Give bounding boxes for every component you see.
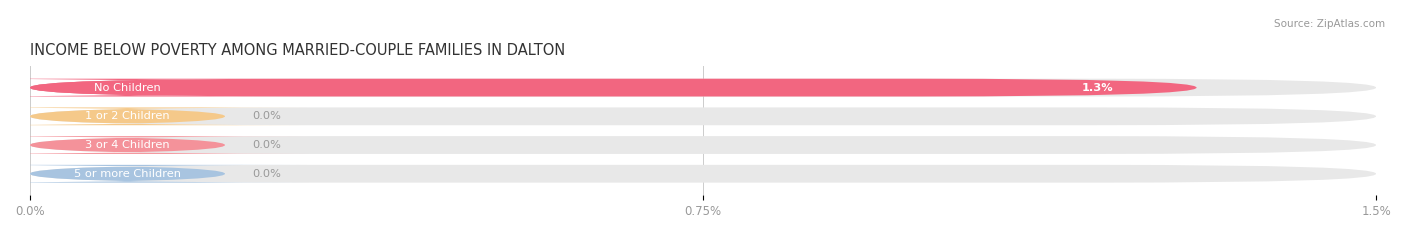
Text: 0.0%: 0.0% — [252, 140, 281, 150]
FancyBboxPatch shape — [0, 79, 308, 96]
Text: No Children: No Children — [94, 83, 160, 93]
FancyBboxPatch shape — [0, 136, 308, 154]
FancyBboxPatch shape — [30, 107, 1376, 125]
Text: 3 or 4 Children: 3 or 4 Children — [86, 140, 170, 150]
FancyBboxPatch shape — [30, 79, 1197, 96]
Text: Source: ZipAtlas.com: Source: ZipAtlas.com — [1274, 19, 1385, 29]
Text: 0.0%: 0.0% — [252, 169, 281, 179]
FancyBboxPatch shape — [0, 107, 308, 125]
FancyBboxPatch shape — [30, 165, 1376, 183]
Text: 0.0%: 0.0% — [252, 111, 281, 121]
Text: 5 or more Children: 5 or more Children — [75, 169, 181, 179]
Text: INCOME BELOW POVERTY AMONG MARRIED-COUPLE FAMILIES IN DALTON: INCOME BELOW POVERTY AMONG MARRIED-COUPL… — [30, 43, 565, 58]
FancyBboxPatch shape — [30, 79, 1376, 96]
FancyBboxPatch shape — [30, 136, 1376, 154]
FancyBboxPatch shape — [0, 165, 308, 183]
Text: 1.3%: 1.3% — [1081, 83, 1114, 93]
Text: 1 or 2 Children: 1 or 2 Children — [86, 111, 170, 121]
